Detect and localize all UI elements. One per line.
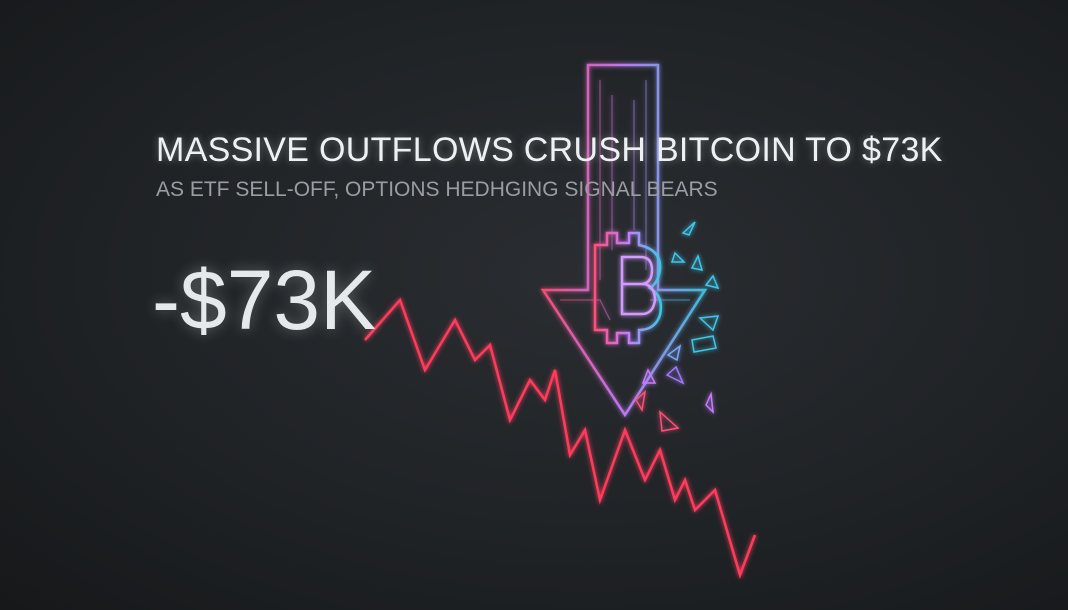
bitcoin-icon xyxy=(593,231,663,345)
shard-fragments xyxy=(635,221,720,432)
subheadline: AS ETF SELL-OFF, OPTIONS HEDHGING SIGNAL… xyxy=(156,178,718,201)
down-arrow-icon xyxy=(540,63,708,418)
price-label: -$73K xyxy=(152,253,377,347)
headline: MASSIVE OUTFLOWS CRUSH BITCOIN TO $73K xyxy=(156,131,943,169)
falling-price-line xyxy=(364,297,757,579)
